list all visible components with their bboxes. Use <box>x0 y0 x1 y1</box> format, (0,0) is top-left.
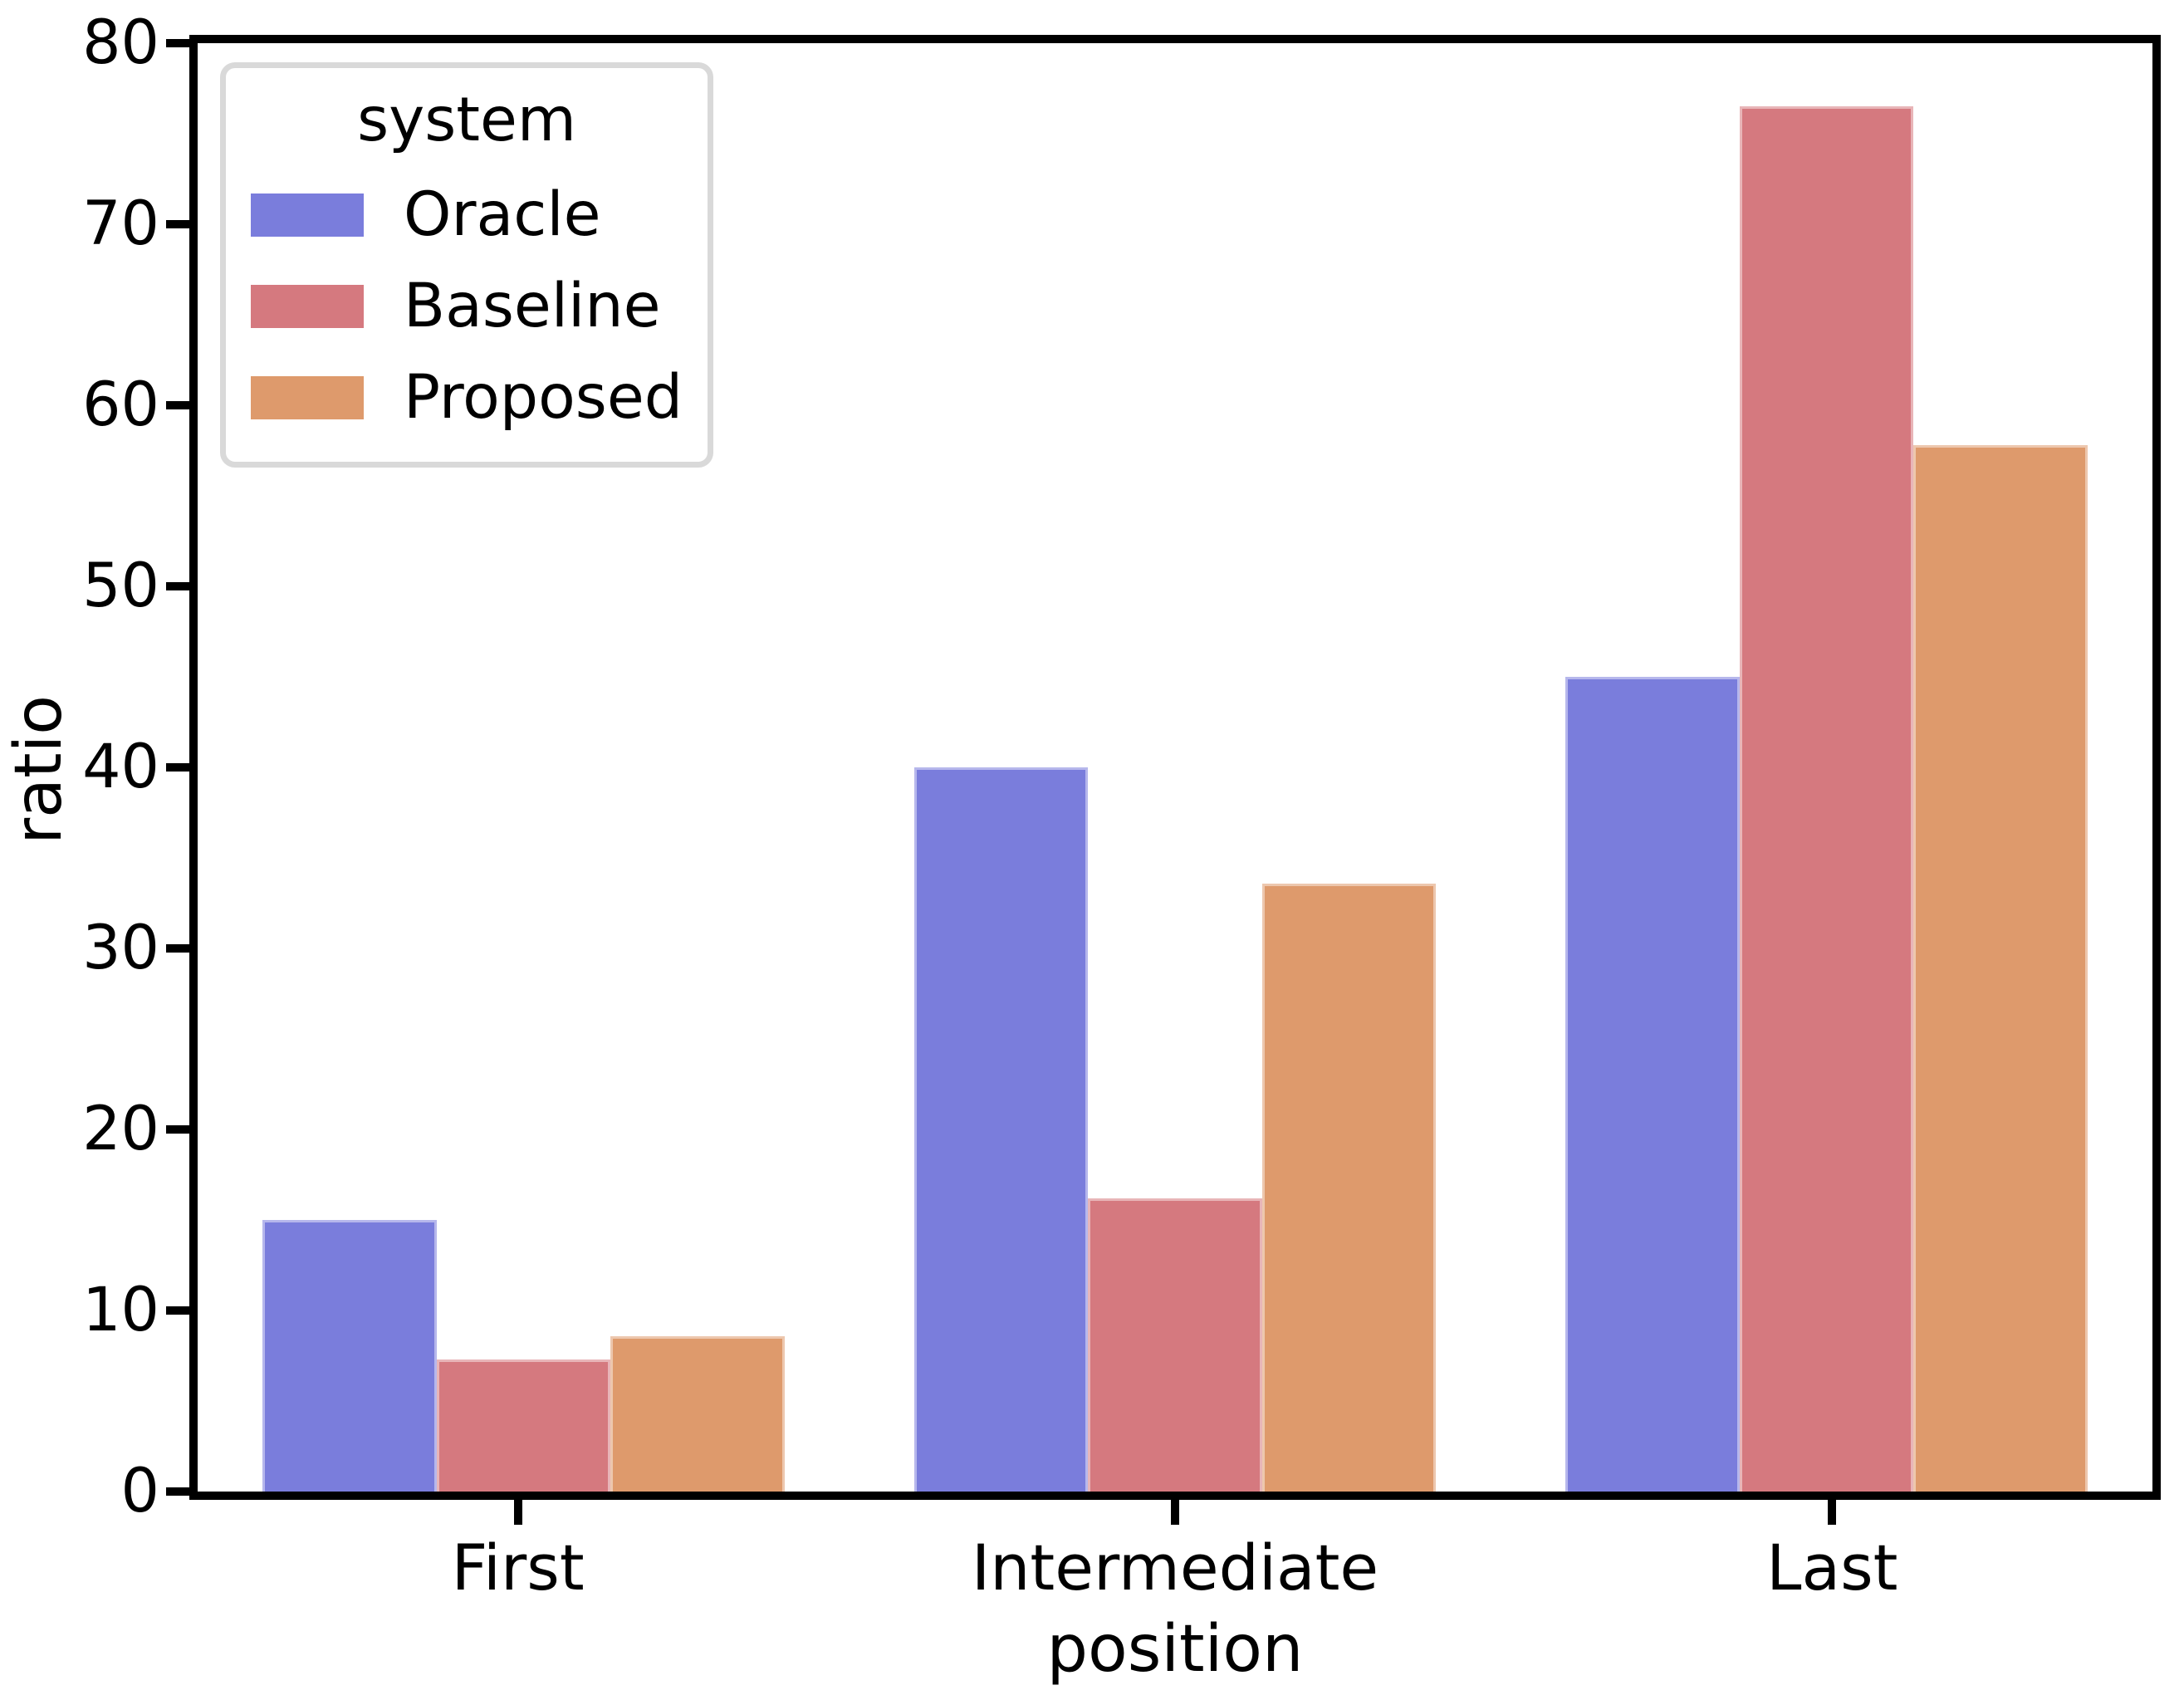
plot-area: system Oracle Baseline Proposed <box>189 35 2161 1500</box>
x-tick-mark <box>513 1500 522 1525</box>
bar-oracle-last <box>1565 677 1740 1492</box>
y-tick-label: 30 <box>82 913 159 983</box>
y-tick-mark <box>166 39 189 47</box>
bar-group-intermediate <box>850 43 1501 1492</box>
bars-layer <box>198 43 2152 1492</box>
legend-label: Oracle <box>404 179 601 250</box>
y-tick-label: 0 <box>120 1456 159 1526</box>
legend-row-oracle: Oracle <box>251 174 683 256</box>
y-tick-mark <box>166 763 189 772</box>
legend-swatch-oracle <box>251 194 364 237</box>
y-tick-label: 60 <box>82 370 159 440</box>
bar-baseline-last <box>1739 106 1914 1492</box>
x-tick-label: Last <box>1766 1531 1898 1604</box>
y-tick-mark <box>166 401 189 409</box>
y-tick-mark <box>166 220 189 228</box>
bar-proposed-first <box>610 1335 785 1492</box>
bar-group-last <box>1501 43 2152 1492</box>
y-tick-mark <box>166 582 189 590</box>
y-tick-label: 80 <box>82 7 159 78</box>
bar-baseline-first <box>436 1359 611 1492</box>
bar-baseline-intermediate <box>1088 1198 1262 1492</box>
legend-swatch-baseline <box>251 285 364 328</box>
y-axis-label: ratio <box>2 695 76 845</box>
bar-oracle-first <box>262 1220 437 1492</box>
y-tick-label: 10 <box>82 1275 159 1345</box>
legend-row-baseline: Baseline <box>251 266 683 347</box>
legend-label: Baseline <box>404 271 661 341</box>
y-tick-label: 20 <box>82 1094 159 1164</box>
y-tick-mark <box>166 1125 189 1134</box>
legend: system Oracle Baseline Proposed <box>220 62 714 468</box>
legend-label: Proposed <box>404 362 683 433</box>
x-tick-label: Intermediate <box>971 1531 1379 1604</box>
y-tick-mark <box>166 944 189 953</box>
y-tick-mark <box>166 1306 189 1315</box>
legend-entries: Oracle Baseline Proposed <box>251 174 683 438</box>
legend-row-proposed: Proposed <box>251 357 683 438</box>
y-tick-label: 50 <box>82 551 159 621</box>
x-axis-label: position <box>1046 1612 1304 1687</box>
legend-title: system <box>357 85 576 155</box>
x-tick-mark <box>1828 1500 1837 1525</box>
bar-oracle-intermediate <box>913 767 1089 1492</box>
bar-proposed-last <box>1913 444 2088 1492</box>
x-tick-label: First <box>451 1531 585 1604</box>
x-tick-mark <box>1171 1500 1179 1525</box>
bar-group-first <box>198 43 850 1492</box>
bar-proposed-intermediate <box>1261 883 1437 1492</box>
y-tick-mark <box>166 1487 189 1496</box>
y-tick-label: 70 <box>82 189 159 259</box>
legend-swatch-proposed <box>251 376 364 419</box>
